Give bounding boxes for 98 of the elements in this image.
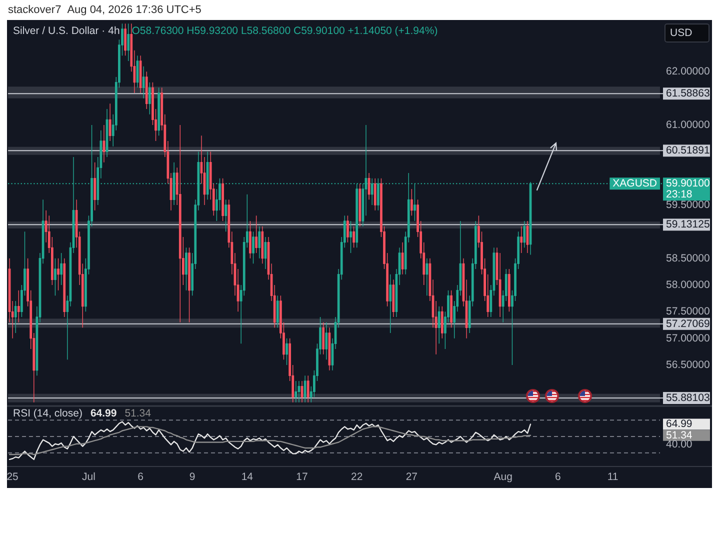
- candlestick: [63, 258, 66, 318]
- y-axis-title: USD: [670, 27, 693, 39]
- text: stackover7: [8, 4, 62, 16]
- x-tick-label: 22: [351, 471, 363, 483]
- candlestick: [276, 295, 279, 328]
- x-tick-label: 27: [406, 471, 418, 483]
- x-tick-label: 9: [189, 471, 196, 483]
- candlestick: [106, 108, 108, 158]
- candlestick: [145, 71, 148, 110]
- x-tick-label: 6: [555, 471, 562, 483]
- ref-line-label: 57.27069: [666, 318, 710, 330]
- candlestick: [294, 380, 298, 403]
- candlestick: [57, 258, 60, 291]
- candlestick: [426, 258, 428, 296]
- candlestick: [304, 375, 306, 403]
- line-series: [8, 426, 532, 456]
- candlestick: [139, 55, 142, 94]
- candlestick: [185, 247, 188, 291]
- x-tick-label: 17: [296, 471, 308, 483]
- x-tick-label: 14: [241, 471, 254, 483]
- x-tick-label: Aug: [494, 471, 513, 483]
- y-tick-label: 51.34: [666, 429, 692, 442]
- candlestick: [258, 226, 261, 259]
- candlestick: [264, 236, 267, 270]
- candlestick: [206, 151, 209, 200]
- x-tick-label: Jul: [82, 471, 96, 483]
- y-tick-label: 56.50000: [666, 359, 710, 371]
- candlestick: [127, 23, 130, 62]
- candlestick: [410, 188, 413, 216]
- y-tick-label: 58.50000: [666, 252, 710, 264]
- ref-line-label: 60.51891: [666, 144, 710, 157]
- text: Aug 04, 2026 17:36 UTC+5: [67, 4, 202, 16]
- annotation: 64.99: [90, 407, 117, 420]
- candlestick: [222, 178, 224, 222]
- x-tick-label: 11: [607, 471, 618, 483]
- candlestick: [286, 338, 288, 366]
- y-tick-label: 58.00000: [666, 279, 710, 291]
- candlestick: [306, 375, 310, 403]
- candlestick: [94, 162, 96, 211]
- candlestick: [325, 322, 328, 360]
- chart-title: RSI (14, close): [13, 407, 82, 420]
- candlestick: [352, 226, 355, 248]
- candlestick: [178, 124, 182, 323]
- candlestick: [374, 178, 376, 211]
- text: O58.76300 H59.93200 L58.56800 C59.90100 +1.14050 (+1.94%): [132, 25, 438, 37]
- candlestick: [136, 55, 139, 88]
- candlestick: [17, 290, 20, 323]
- annotation: XAGUSD: [612, 178, 658, 190]
- candlestick: [300, 380, 304, 403]
- candlestick: [346, 215, 349, 243]
- candlestick: [520, 226, 523, 254]
- candlestick: [14, 300, 17, 334]
- candlestick: [358, 183, 362, 227]
- candlestick: [60, 252, 63, 286]
- candlestick: [350, 220, 352, 254]
- candlestick: [526, 220, 529, 254]
- candlestick: [188, 247, 190, 323]
- candlestick: [389, 274, 392, 334]
- annotation: 51.34: [124, 407, 152, 420]
- candlestick: [401, 242, 404, 275]
- candlestick: [392, 279, 395, 318]
- candlestick: [438, 306, 440, 344]
- line-series: [8, 421, 532, 460]
- candlestick: [102, 124, 106, 163]
- candlestick: [450, 290, 452, 328]
- candlestick: [158, 87, 160, 136]
- x-tick-label: 25: [6, 471, 19, 483]
- candlestick: [54, 258, 56, 296]
- x-tick-label: 6: [138, 471, 144, 483]
- text: Silver / U.S. Dollar · 4h: [13, 25, 120, 37]
- candlestick: [142, 66, 145, 99]
- candlestick: [224, 199, 228, 232]
- candlestick: [252, 231, 254, 264]
- y-tick-label: 64.99: [666, 418, 692, 430]
- candlestick: [368, 172, 370, 200]
- y-tick-label: 61.00000: [666, 119, 710, 131]
- candlestick: [124, 23, 126, 56]
- candlestick: [508, 268, 510, 312]
- y-tick-label: 57.50000: [666, 306, 710, 318]
- candlestick: [523, 220, 526, 248]
- ref-line-label: 59.90100: [666, 178, 710, 190]
- ref-line-label: 61.58863: [666, 88, 710, 100]
- candlestick: [440, 306, 444, 339]
- candlestick: [148, 82, 151, 115]
- candlestick: [328, 327, 331, 371]
- candlestick: [249, 220, 252, 259]
- ref-line-label: 55.88103: [666, 392, 710, 404]
- ref-line-label: 59.13125: [666, 218, 710, 231]
- candlestick: [261, 226, 264, 264]
- y-tick-label: 62.00000: [666, 66, 710, 78]
- candlestick: [298, 380, 300, 403]
- y-tick-label: 57.00000: [666, 332, 710, 344]
- candlestick: [322, 322, 325, 355]
- y-tick-label: 59.50000: [666, 199, 710, 211]
- y-tick-label: 40.00: [666, 438, 692, 451]
- text: 23:18: [666, 188, 692, 201]
- candlestick: [108, 103, 112, 142]
- candlestick: [255, 215, 258, 254]
